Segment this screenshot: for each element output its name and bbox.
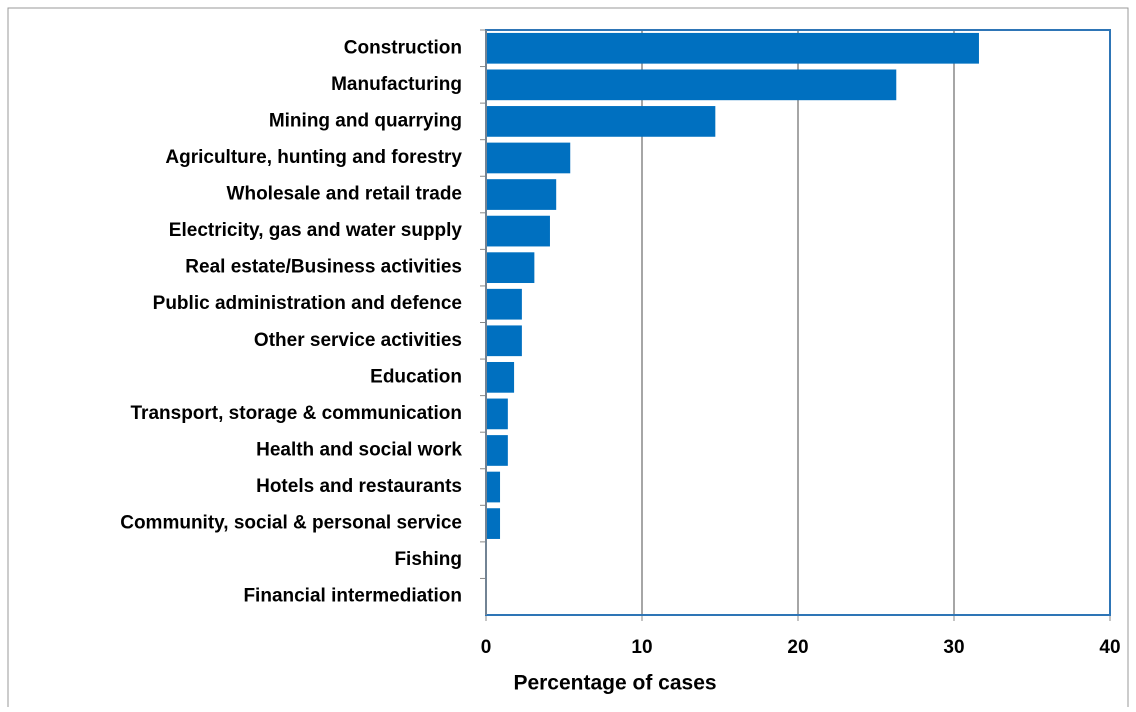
x-axis-label: Percentage of cases	[513, 672, 716, 695]
y-tick-label: Other service activities	[254, 330, 462, 351]
y-tick-label: Electricity, gas and water supply	[169, 220, 463, 241]
y-tick-label: Wholesale and retail trade	[227, 184, 462, 205]
bar	[486, 325, 522, 357]
y-tick-label: Public administration and defence	[153, 293, 462, 314]
bar	[486, 142, 571, 174]
y-tick-label: Agriculture, hunting and forestry	[165, 147, 462, 168]
bar	[486, 508, 501, 539]
x-tick-label: 20	[787, 637, 808, 658]
bar	[486, 106, 716, 137]
bar	[486, 32, 979, 64]
y-tick-label: Health and social work	[256, 439, 462, 460]
bar	[486, 288, 522, 320]
y-tick-label: Real estate/Business activities	[185, 257, 462, 278]
y-tick-label: Transport, storage & communication	[131, 403, 463, 424]
bar	[486, 179, 557, 210]
y-tick-label: Education	[370, 366, 462, 387]
y-tick-label: Financial intermediation	[243, 586, 462, 607]
y-tick-label: Construction	[344, 37, 462, 58]
bar	[486, 215, 550, 247]
y-tick-label: Manufacturing	[331, 74, 462, 95]
y-tick-label: Community, social & personal service	[120, 513, 462, 534]
bar	[486, 69, 897, 101]
x-tick-label: 30	[943, 637, 964, 658]
bar	[486, 471, 501, 503]
x-tick-label: 0	[481, 637, 492, 658]
bar	[486, 252, 535, 284]
bar	[486, 435, 508, 466]
bar	[486, 398, 508, 430]
y-tick-label: Hotels and restaurants	[256, 476, 462, 497]
chart-frame	[7, 7, 1129, 712]
x-tick-label: 10	[631, 637, 652, 658]
y-tick-label: Fishing	[394, 549, 462, 570]
x-tick-label: 40	[1099, 637, 1120, 658]
bar	[486, 361, 515, 393]
y-tick-label: Mining and quarrying	[269, 110, 462, 131]
